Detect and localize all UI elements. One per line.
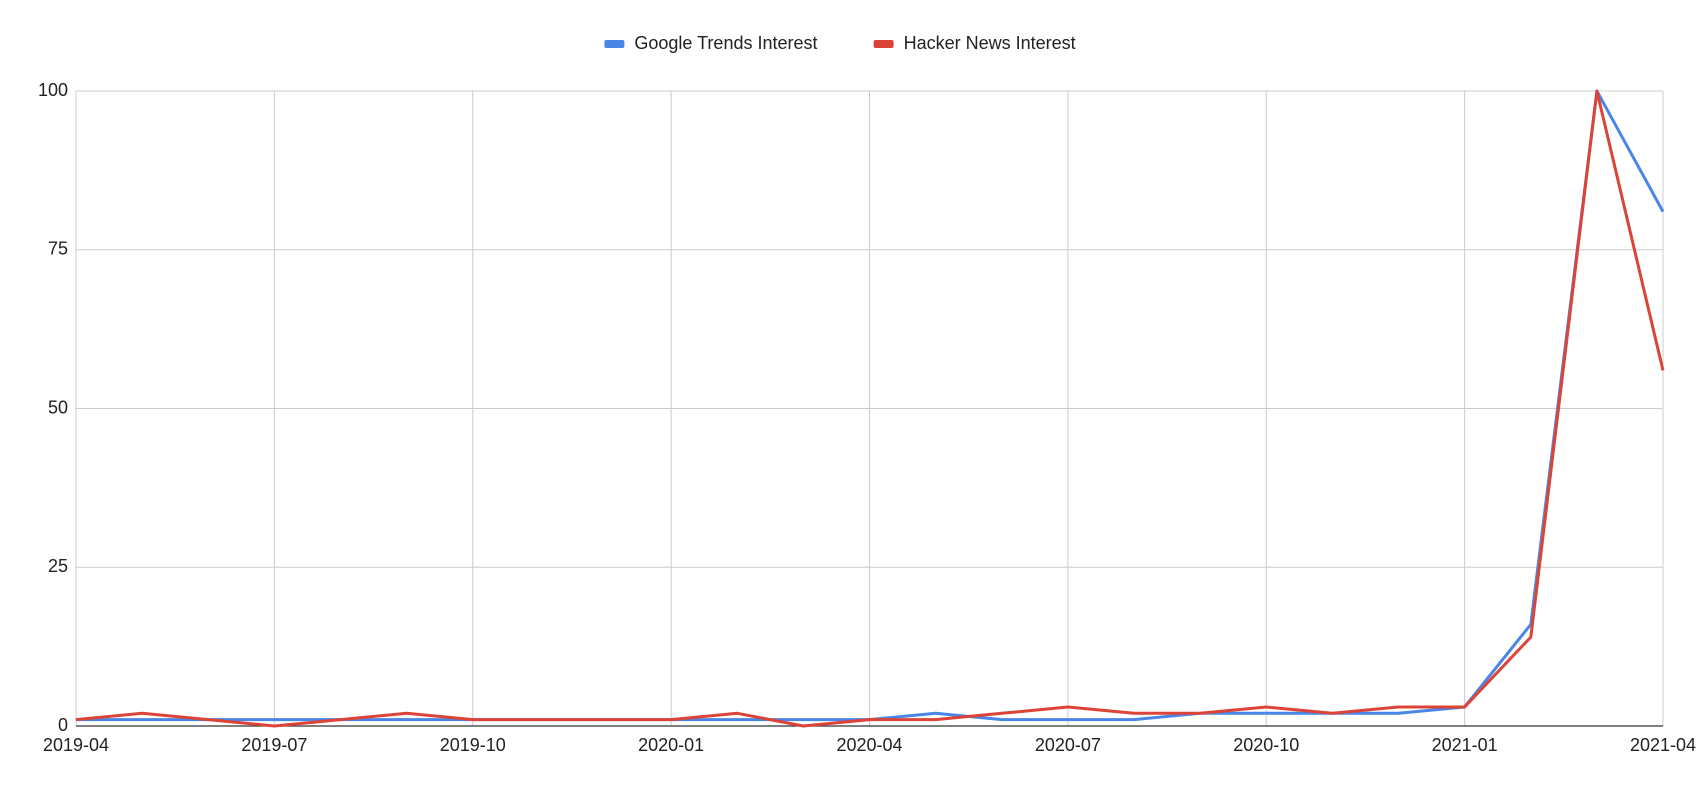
x-tick-label: 2021-01: [1432, 735, 1498, 755]
x-tick-label: 2021-04: [1630, 735, 1696, 755]
x-tick-label: 2019-07: [241, 735, 307, 755]
legend-swatch: [873, 40, 894, 48]
legend-label: Google Trends Interest: [634, 33, 817, 53]
x-tick-label: 2020-04: [836, 735, 902, 755]
legend-swatch: [604, 40, 625, 48]
x-tick-label: 2019-04: [43, 735, 109, 755]
y-tick-label: 75: [48, 239, 68, 259]
legend-label: Hacker News Interest: [904, 33, 1076, 53]
y-tick-label: 25: [48, 556, 68, 576]
x-tick-label: 2019-10: [440, 735, 506, 755]
x-tick-label: 2020-07: [1035, 735, 1101, 755]
y-tick-label: 0: [58, 715, 68, 735]
x-tick-label: 2020-10: [1233, 735, 1299, 755]
y-tick-label: 50: [48, 397, 68, 417]
series-line: [75, 89, 1665, 728]
y-tick-label: 100: [38, 80, 68, 100]
x-tick-label: 2020-01: [638, 735, 704, 755]
